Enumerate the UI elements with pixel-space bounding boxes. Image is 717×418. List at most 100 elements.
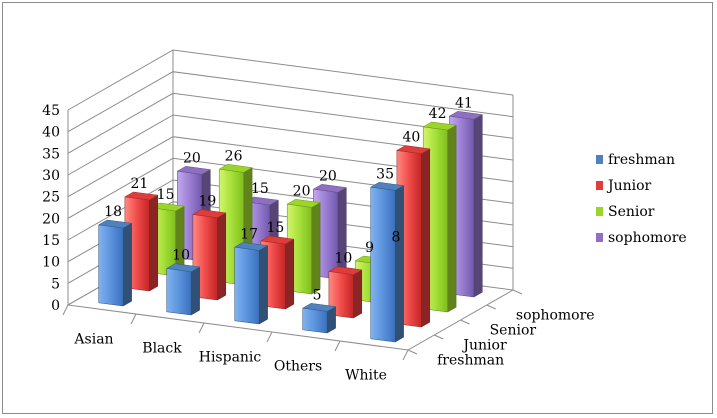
bar-top	[369, 182, 405, 191]
x-tick-mark	[334, 340, 341, 352]
bar-side	[149, 194, 159, 292]
gridline	[67, 71, 514, 133]
data-label: 21	[130, 176, 148, 192]
legend-label: Senior	[608, 204, 655, 220]
bar-side	[285, 238, 295, 310]
legend-entry-Junior: Junior	[596, 178, 652, 194]
x-tick-label: Asian	[73, 332, 113, 348]
y-tick-label: 20	[42, 211, 60, 227]
legend-label: Junior	[606, 178, 652, 194]
bar-side	[217, 212, 227, 301]
data-label: 15	[157, 187, 175, 203]
bar-top	[124, 191, 159, 201]
x-tick-mark	[266, 331, 273, 343]
x-tick-mark	[198, 322, 205, 334]
legend-label: sophomore	[608, 230, 687, 246]
bar-side	[258, 245, 268, 325]
legend-label: freshman	[608, 152, 675, 168]
bar-front	[166, 268, 192, 316]
gridline	[67, 49, 514, 111]
y-tick-label: 0	[51, 298, 60, 314]
data-label: 19	[198, 194, 216, 210]
data-label: 20	[293, 183, 311, 199]
bar-freshman-White	[369, 182, 405, 343]
bars	[97, 111, 484, 343]
depth-tick-label: sophomore	[516, 308, 595, 324]
bar-top	[176, 166, 212, 175]
depth-tick-label: freshman	[437, 353, 504, 369]
x-tick-label: Black	[142, 341, 182, 357]
legend-swatch	[596, 233, 603, 242]
data-label: 41	[455, 95, 473, 111]
depth-tick-label: Junior	[461, 338, 507, 354]
data-label: 42	[429, 106, 447, 122]
bar-front	[98, 224, 124, 307]
z-tick-mark	[512, 289, 523, 295]
legend-swatch	[596, 181, 603, 190]
y-tick-label: 30	[42, 168, 60, 184]
bar-freshman-Hispanic	[233, 242, 269, 325]
data-label: 10	[334, 251, 352, 267]
bar-freshman-Others	[301, 303, 337, 334]
bar-top	[192, 209, 227, 218]
legend-entry-freshman: freshman	[596, 152, 675, 168]
data-label: 10	[172, 248, 190, 264]
bar-top	[328, 266, 363, 275]
bar-side	[311, 202, 321, 295]
y-axis: 0 5 10 15 20 25 30 35 40 45	[42, 103, 60, 314]
bar-side	[394, 185, 404, 343]
z-tick-mark	[407, 349, 418, 355]
data-label: 20	[183, 150, 201, 166]
x-tick-mark	[62, 304, 69, 316]
data-label: 26	[225, 148, 243, 164]
data-label: 20	[319, 168, 337, 184]
legend-entry-Senior: Senior	[596, 204, 655, 220]
x-tick-label: Others	[274, 359, 322, 375]
bar-top	[260, 235, 295, 245]
data-label: 40	[402, 130, 420, 146]
data-label: 15	[266, 220, 284, 236]
bar-side	[190, 266, 200, 316]
data-label: 18	[104, 204, 122, 220]
bar-top	[448, 111, 484, 120]
bar-top	[165, 263, 201, 272]
legend-swatch	[596, 155, 603, 164]
bar-side	[421, 148, 431, 328]
data-label: 8	[391, 229, 400, 245]
z-tick-mark	[434, 334, 444, 340]
chart-frame	[2, 2, 713, 414]
legend-swatch	[596, 207, 603, 216]
data-labels: 20 15 20 8 41 15 26 20 9 42 21 19 15 10 40 18 10 17 5 35	[104, 95, 473, 303]
legend-entry-sophomore: sophomore	[596, 230, 687, 246]
bar-top	[97, 219, 133, 229]
data-label: 17	[240, 226, 258, 242]
bar-side	[353, 269, 363, 319]
bar-freshman-Asian	[97, 219, 133, 307]
bar-side	[122, 222, 132, 307]
bar-front	[370, 186, 396, 343]
data-label: 5	[313, 287, 322, 303]
data-label: 9	[365, 240, 374, 256]
bar-freshman-Black	[165, 263, 201, 316]
z-tick-mark	[460, 319, 470, 325]
bar-side	[473, 114, 483, 298]
bar-top	[233, 242, 269, 251]
data-label: 15	[251, 181, 269, 197]
y-tick-label: 15	[42, 233, 60, 249]
y-tick-label: 25	[42, 190, 60, 206]
bar-front	[234, 246, 260, 325]
legend: freshman Junior Senior sophomore	[596, 152, 687, 246]
x-tick-mark	[402, 349, 409, 361]
x-tick-label: Hispanic	[199, 350, 262, 366]
depth-tick-label: Senior	[490, 323, 537, 339]
y-tick-label: 45	[42, 103, 60, 119]
bar-top	[218, 164, 253, 173]
data-label: 35	[376, 166, 394, 182]
bar-side	[447, 124, 457, 313]
bar-front	[302, 307, 328, 334]
bar-top	[396, 145, 431, 154]
bar-top	[422, 121, 457, 131]
bar-top	[286, 199, 321, 208]
